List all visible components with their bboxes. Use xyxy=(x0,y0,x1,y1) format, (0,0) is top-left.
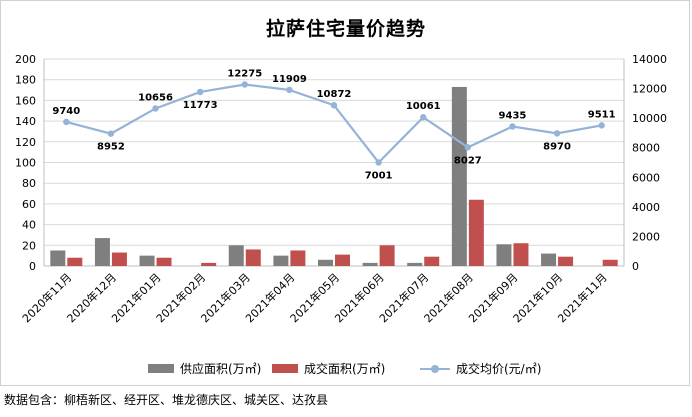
bar-supply xyxy=(318,259,333,266)
legend-item-deal-price: 成交均价(元/㎡) xyxy=(420,360,541,377)
bar-supply xyxy=(273,255,289,266)
price-data-label: 9435 xyxy=(499,110,527,121)
price-data-label: 10061 xyxy=(406,101,441,112)
bar-deal-area xyxy=(290,250,306,266)
bar-deal-area xyxy=(558,256,574,266)
bar-supply xyxy=(228,245,244,266)
y-left-tick-label: 20 xyxy=(22,239,36,252)
price-point xyxy=(464,144,472,151)
bar-supply xyxy=(139,255,155,266)
price-point xyxy=(286,86,293,94)
bar-deal-area xyxy=(424,256,440,266)
footnote: 数据包含：柳梧新区、经开区、堆龙德庆区、城关区、达孜县 xyxy=(4,393,329,407)
price-point xyxy=(375,159,382,166)
y-left-tick-label: 200 xyxy=(15,53,36,66)
y-right-tick-label: 6000 xyxy=(632,171,660,184)
legend: 供应面积(万㎡) 成交面积(万㎡) 成交均价(元/㎡) xyxy=(0,360,692,380)
bar-deal-area xyxy=(67,257,83,266)
price-data-label: 8952 xyxy=(97,142,125,153)
bar-supply xyxy=(541,253,557,266)
y-right-tick-label: 4000 xyxy=(632,201,660,214)
chart-frame xyxy=(0,0,690,386)
legend-item-deal-area: 成交面积(万㎡) xyxy=(272,360,385,377)
price-point xyxy=(598,122,605,129)
bar-deal-area xyxy=(602,259,618,266)
bar-supply xyxy=(407,262,423,266)
bar-deal-area xyxy=(513,243,529,266)
y-right-tick-label: 14000 xyxy=(632,53,667,66)
price-data-label: 11773 xyxy=(183,100,218,111)
price-point xyxy=(152,105,159,112)
price-point xyxy=(63,118,70,126)
legend-label-deal-area: 成交面积(万㎡) xyxy=(304,362,386,376)
bar-supply xyxy=(496,244,512,266)
price-point xyxy=(107,130,115,137)
y-left-tick-label: 100 xyxy=(15,157,36,170)
legend-swatch-deal-area xyxy=(272,364,298,373)
price-data-label: 9511 xyxy=(588,109,616,120)
legend-label-supply: 供应面积(万㎡) xyxy=(180,362,262,376)
y-left-tick-label: 80 xyxy=(22,177,36,190)
y-right-tick-label: 10000 xyxy=(632,112,667,125)
y-right-tick-label: 12000 xyxy=(632,83,667,96)
price-point xyxy=(420,114,427,121)
price-data-label: 10872 xyxy=(317,89,352,100)
price-data-label: 12275 xyxy=(227,69,262,80)
legend-swatch-deal-price xyxy=(420,364,450,373)
price-data-label: 8027 xyxy=(454,155,482,166)
y-left-tick-label: 180 xyxy=(15,74,36,87)
bar-supply xyxy=(94,238,110,266)
legend-label-deal-price: 成交均价(元/㎡) xyxy=(456,362,542,376)
y-left-tick-label: 40 xyxy=(22,219,36,232)
price-data-label: 9740 xyxy=(52,106,80,117)
legend-swatch-supply xyxy=(148,364,174,373)
y-right-tick-label: 2000 xyxy=(632,230,660,243)
y-left-tick-label: 160 xyxy=(15,94,36,107)
bar-deal-area xyxy=(335,254,350,266)
legend-item-supply: 供应面积(万㎡) xyxy=(148,360,261,377)
y-left-tick-label: 60 xyxy=(22,198,36,211)
price-data-label: 8970 xyxy=(543,141,571,152)
bar-supply xyxy=(451,86,467,266)
price-data-label: 10656 xyxy=(138,92,173,103)
chart-title: 拉萨住宅量价趋势 xyxy=(265,18,426,40)
price-point xyxy=(196,88,204,96)
y-left-tick-label: 120 xyxy=(15,136,36,149)
bar-supply xyxy=(362,262,378,266)
bar-deal-area xyxy=(468,199,484,266)
price-point xyxy=(330,102,338,109)
price-point xyxy=(553,130,561,137)
y-right-tick-label: 0 xyxy=(632,260,639,273)
price-data-label: 7001 xyxy=(365,170,393,181)
bar-deal-area xyxy=(111,252,127,266)
bar-deal-area xyxy=(201,262,217,266)
price-data-label: 11909 xyxy=(272,74,307,85)
bar-deal-area xyxy=(379,245,395,266)
price-point xyxy=(509,123,516,130)
bar-supply xyxy=(50,250,66,266)
y-right-tick-label: 8000 xyxy=(632,142,660,155)
price-point xyxy=(241,81,248,88)
bar-deal-area xyxy=(156,257,172,266)
y-left-tick-label: 140 xyxy=(15,115,36,128)
bar-deal-area xyxy=(245,249,261,266)
y-left-tick-label: 0 xyxy=(29,260,36,273)
